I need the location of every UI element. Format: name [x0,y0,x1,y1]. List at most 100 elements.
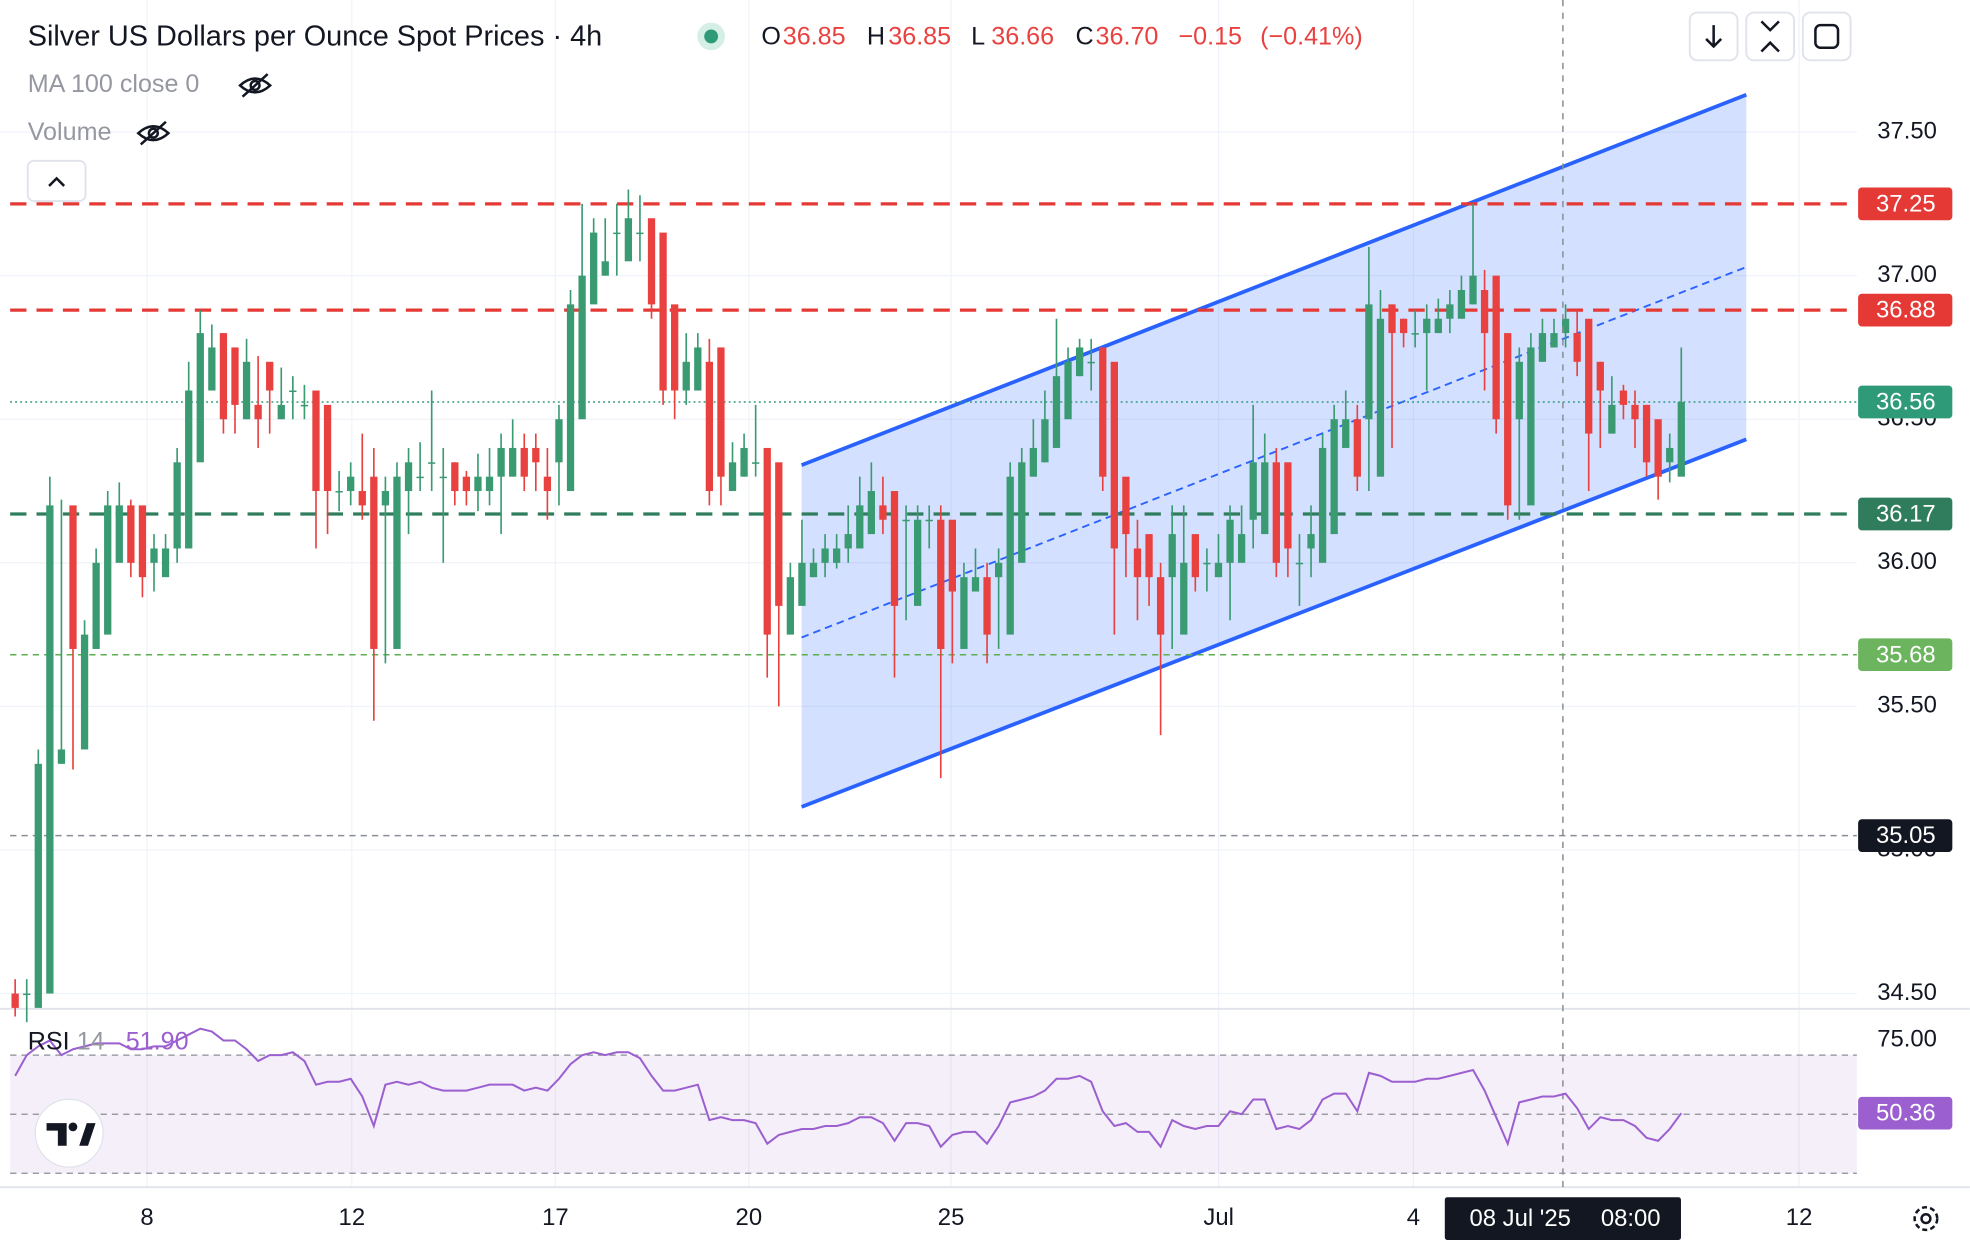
candle-body [104,505,112,635]
candle-body [381,491,390,506]
candle-body [555,419,563,463]
price-badge-label: 35.05 [1876,822,1936,849]
collapse-button[interactable] [26,159,87,202]
eye-off-icon[interactable] [136,120,171,146]
candle-body [1145,534,1153,578]
candle-body [1399,318,1408,334]
candle-body [1006,476,1014,635]
candle-body [439,476,447,479]
candle-body [913,519,922,606]
candle-body [1654,419,1662,477]
y-tick-label: 37.00 [1877,261,1937,288]
candle-body [1342,419,1350,448]
scroll-down-button[interactable] [1688,11,1739,62]
candle-body [347,476,355,492]
candle-body [740,447,748,477]
back-layer [0,0,1970,1189]
candle-body [1631,404,1639,420]
candle-body [46,505,54,994]
candle-body [532,447,540,463]
candle-body [80,634,89,750]
candle-body [416,476,424,479]
indicator-label: Volume [28,118,112,146]
candle-body [1029,447,1037,477]
candle-body [1087,361,1095,364]
candle-body [404,462,413,492]
candle-body [694,347,702,391]
candle-body [1226,519,1234,563]
candle-body [590,232,598,305]
price-badge [1858,497,1953,531]
price-badge [1858,293,1953,327]
x-tick-label: 17 [542,1204,569,1231]
candle-body [115,505,123,563]
rsi-badge-label: 50.36 [1876,1100,1936,1127]
maximize-button[interactable] [1801,11,1852,62]
candle-body [185,390,193,549]
candle-body [1585,318,1593,434]
candle-body [1376,318,1385,477]
candle-body [1180,562,1188,635]
candle-body [613,232,621,235]
candle-body [601,261,609,276]
eye-off-icon[interactable] [238,73,273,98]
ohlc-value: 36.85 [888,22,951,50]
candle-body [1110,361,1118,549]
front-layer: 812172025Jul41234.5035.0035.5036.0036.50… [11,0,1953,1240]
candle-body [1156,577,1165,635]
candle-body [1168,534,1176,578]
candle-body [948,519,956,592]
candle-body [196,333,204,463]
candle-body [1041,419,1049,463]
candle-body [1249,462,1257,520]
candle-body [1388,304,1396,334]
candle-body [242,361,251,420]
candle-body [219,333,228,420]
candle-body [462,476,471,492]
price-badge-label: 37.25 [1876,190,1936,217]
candle-body [647,218,656,305]
candle-body [138,505,147,578]
candle-body [1457,290,1466,319]
y-tick-label: 35.50 [1877,692,1937,719]
candle-body [809,562,818,578]
candle-body [821,548,829,563]
collapse-pane-button[interactable] [1745,11,1795,62]
y-tick-label: 34.50 [1877,979,1937,1006]
price-badge-label: 35.68 [1876,641,1936,668]
candle-body [509,447,517,477]
candle-body [1261,462,1269,535]
price-badge [1858,187,1953,221]
rsi-line [14,1027,1683,1149]
candle-body [254,404,262,420]
candle-body [393,476,401,649]
candle-body [23,993,31,996]
candle-body [57,749,66,764]
candle-body [451,462,459,492]
y-tick-label: 37.50 [1877,117,1937,144]
price-badge [1858,819,1953,852]
ohlc-value: 36.66 [991,22,1054,50]
candle-body [300,404,309,407]
candle-body [1619,390,1628,405]
candle-body [671,304,679,391]
candle-body [775,462,783,606]
candle-body [624,218,633,262]
candle-body [1411,333,1419,335]
crosshair-time-badge [1444,1197,1681,1240]
candle-body [1018,462,1026,563]
candle-body [659,232,667,391]
candle-body [1052,376,1061,448]
settings-icon[interactable] [1913,1206,1939,1232]
channel-line [800,93,1747,467]
candle-body [566,304,575,492]
candle-body [208,347,216,391]
candle-body [428,462,436,464]
price-badge-label: 36.56 [1876,389,1936,416]
price-badge [1858,385,1953,419]
logo[interactable] [34,1098,104,1168]
candle-body [1307,534,1315,549]
candle-body [1642,404,1651,463]
price-badge-label: 36.88 [1876,297,1936,324]
x-tick-label: 4 [1407,1204,1420,1231]
